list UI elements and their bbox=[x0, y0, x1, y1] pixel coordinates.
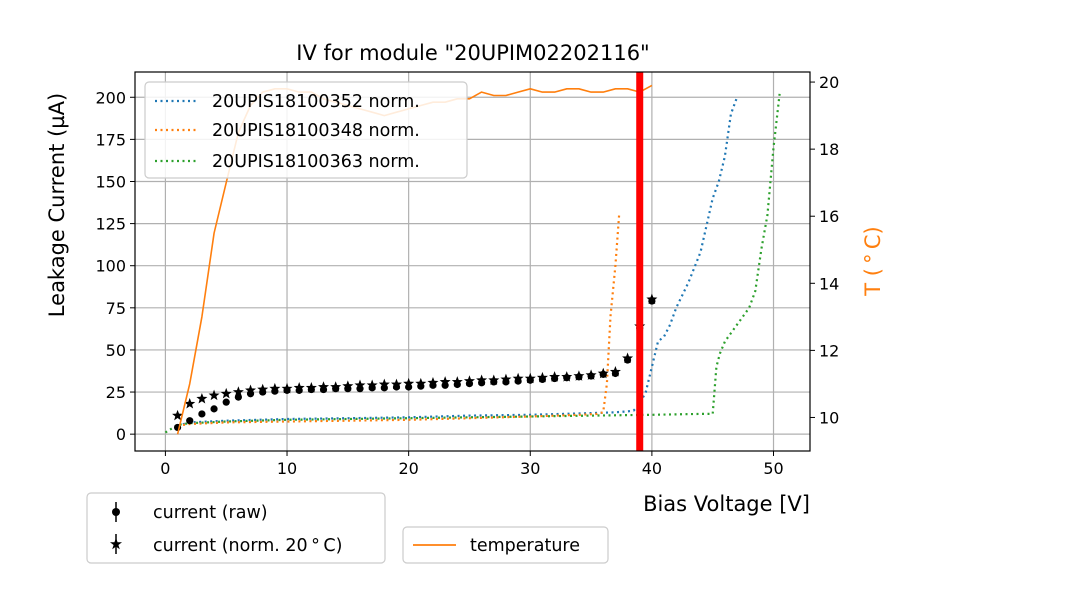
data-point-norm bbox=[524, 372, 536, 384]
data-point-norm bbox=[500, 373, 512, 385]
legend-entry: 20UPIS18100352 norm. bbox=[212, 92, 420, 112]
y2-tick-label: 14 bbox=[819, 274, 839, 293]
legend-entry: 20UPIS18100348 norm. bbox=[212, 121, 420, 141]
legend-box bbox=[402, 526, 609, 564]
series-line-20upis18100352-norm bbox=[177, 96, 739, 427]
legend-box bbox=[86, 492, 386, 564]
y2-tick-label: 16 bbox=[819, 207, 839, 226]
data-point-norm bbox=[330, 381, 342, 392]
data-point-norm bbox=[646, 293, 658, 305]
data-point-norm bbox=[439, 376, 451, 387]
data-point-norm bbox=[305, 382, 317, 393]
data-point-norm bbox=[245, 384, 257, 396]
legend-entry: temperature bbox=[470, 536, 580, 556]
data-point-norm bbox=[269, 382, 281, 394]
y2-axis-ticks: 10 12 14 16 18 20 bbox=[810, 73, 839, 427]
y-tick-label: 150 bbox=[95, 172, 126, 191]
y-tick-label: 125 bbox=[95, 215, 126, 234]
y2-axis-label: T ( ° C) bbox=[861, 226, 885, 296]
data-point-norm bbox=[257, 383, 269, 395]
legend-box bbox=[144, 81, 468, 179]
data-point-norm bbox=[536, 371, 548, 383]
data-point-raw bbox=[198, 410, 206, 418]
data-point-norm bbox=[196, 392, 208, 404]
data-point-norm bbox=[318, 381, 330, 392]
legend-entry: 20UPIS18100363 norm. bbox=[212, 152, 420, 172]
data-point-norm bbox=[451, 376, 463, 387]
y-axis-label: Leakage Current (µA) bbox=[45, 93, 69, 317]
y2-tick-label: 20 bbox=[819, 73, 839, 92]
x-tick-label: 50 bbox=[763, 459, 783, 478]
data-point-norm bbox=[232, 386, 244, 397]
x-tick-label: 30 bbox=[520, 459, 540, 478]
x-axis-ticks: 0 10 20 30 40 50 bbox=[160, 451, 784, 478]
data-point-norm bbox=[476, 374, 488, 385]
data-point-norm bbox=[549, 371, 561, 382]
y-tick-label: 0 bbox=[116, 425, 126, 444]
y-tick-label: 75 bbox=[106, 299, 126, 318]
chart-title: IV for module "20UPIM02202116" bbox=[296, 41, 649, 65]
data-point-norm bbox=[354, 379, 366, 390]
data-point-norm bbox=[366, 379, 378, 390]
data-point-norm bbox=[184, 398, 196, 409]
data-point-norm bbox=[208, 389, 220, 401]
y-axis-ticks: 0 25 50 75 100 125 150 175 200 bbox=[95, 88, 135, 444]
data-point-norm bbox=[585, 369, 597, 380]
x-tick-label: 10 bbox=[277, 459, 297, 478]
y2-tick-label: 10 bbox=[819, 408, 839, 427]
data-point-norm bbox=[427, 376, 439, 388]
legend-below-left: current (raw) current (norm. 20 ° C) bbox=[86, 492, 386, 564]
data-point-norm bbox=[415, 377, 427, 389]
y2-tick-label: 12 bbox=[819, 341, 839, 360]
grid-layer bbox=[135, 72, 810, 451]
data-point-norm bbox=[342, 380, 354, 391]
data-point-norm bbox=[622, 352, 634, 364]
data-point-norm bbox=[390, 378, 402, 390]
y-tick-label: 50 bbox=[106, 341, 126, 360]
data-point-norm bbox=[512, 372, 524, 384]
y-tick-label: 175 bbox=[95, 130, 126, 149]
y-tick-label: 200 bbox=[95, 88, 126, 107]
legend-marker-star bbox=[110, 538, 122, 550]
plot-frame bbox=[134, 71, 811, 452]
data-point-norm bbox=[403, 377, 415, 389]
legend-below-center: temperature bbox=[402, 526, 609, 564]
data-point-raw bbox=[210, 405, 218, 413]
legend-entry: current (raw) bbox=[153, 503, 268, 523]
series-line-20upis18100348-norm bbox=[177, 215, 621, 427]
data-point-norm bbox=[597, 367, 609, 379]
y2-tick-label: 18 bbox=[819, 140, 839, 159]
legend-marker-circle bbox=[112, 508, 120, 516]
y-tick-label: 25 bbox=[106, 383, 126, 402]
data-point-norm bbox=[378, 378, 390, 390]
data-point-norm bbox=[609, 366, 621, 377]
data-point-norm bbox=[561, 371, 573, 382]
y-tick-label: 100 bbox=[95, 257, 126, 276]
data-point-norm bbox=[293, 382, 305, 393]
x-tick-label: 20 bbox=[398, 459, 418, 478]
data-point-norm bbox=[463, 375, 475, 386]
x-tick-label: 40 bbox=[642, 459, 662, 478]
x-tick-label: 0 bbox=[160, 459, 170, 478]
data-point-norm bbox=[573, 370, 585, 381]
data-point-raw bbox=[222, 398, 230, 406]
data-point-raw bbox=[186, 417, 194, 425]
data-point-norm bbox=[488, 374, 500, 385]
legend-upper-left: 20UPIS18100352 norm. 20UPIS18100348 norm… bbox=[144, 81, 468, 179]
x-axis-label: Bias Voltage [V] bbox=[643, 492, 810, 516]
data-point-norm bbox=[172, 409, 184, 421]
data-point-norm bbox=[281, 382, 293, 394]
legend-entry: current (norm. 20 ° C) bbox=[153, 536, 342, 556]
data-point-norm bbox=[220, 387, 232, 399]
